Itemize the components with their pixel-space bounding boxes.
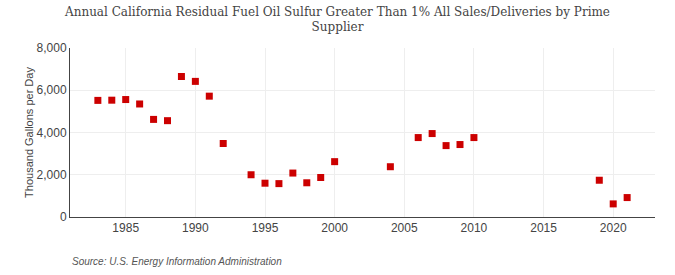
svg-text:1995: 1995 (252, 221, 279, 235)
svg-text:2005: 2005 (391, 221, 418, 235)
svg-text:2010: 2010 (461, 221, 488, 235)
svg-text:1985: 1985 (112, 221, 139, 235)
svg-text:6,000: 6,000 (37, 83, 67, 97)
svg-text:8,000: 8,000 (37, 41, 67, 55)
svg-text:Thousand Gallons per Day: Thousand Gallons per Day (23, 67, 35, 198)
svg-text:4,000: 4,000 (37, 126, 67, 140)
svg-text:2,000: 2,000 (37, 168, 67, 182)
svg-text:2020: 2020 (600, 221, 627, 235)
svg-text:1990: 1990 (182, 221, 209, 235)
svg-text:2015: 2015 (530, 221, 557, 235)
svg-text:Annual California Residual Fue: Annual California Residual Fuel Oil Sulf… (64, 5, 610, 35)
svg-text:2000: 2000 (321, 221, 348, 235)
svg-text:Source: U.S. Energy Informatio: Source: U.S. Energy Information Administ… (72, 256, 282, 267)
svg-text:0: 0 (60, 210, 67, 224)
